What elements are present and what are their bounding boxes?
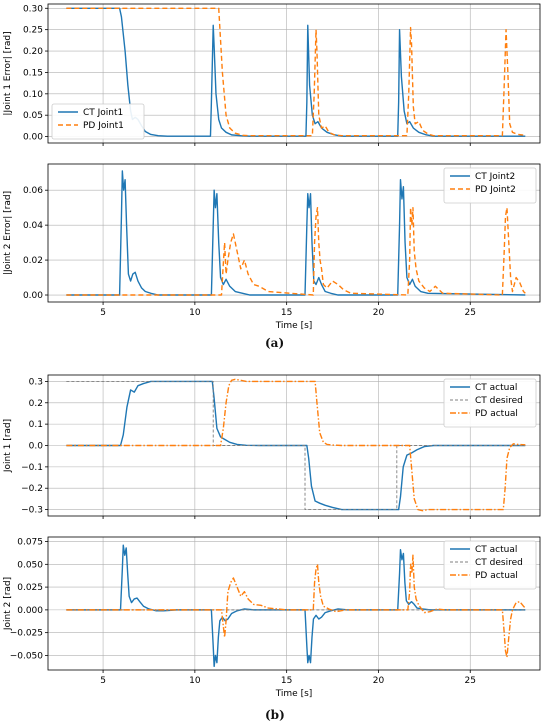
y-tick-label: 0.2 (29, 399, 43, 409)
legend: CT Joint2 PD Joint2 (443, 167, 537, 204)
y-tick-label: −0.3 (21, 506, 43, 516)
y-tick-label: 0.0 (29, 442, 44, 452)
legend-label: CT Joint1 (83, 108, 123, 118)
series-line-pd-actual (66, 378, 526, 512)
x-tick-label: 25 (465, 308, 476, 318)
series-line-pd-joint2 (66, 206, 526, 296)
caption-b: (b) (265, 708, 285, 722)
y-tick-label: −0.050 (10, 651, 44, 661)
y-tick-label: 0.04 (23, 221, 43, 231)
y-axis-label: Joint 2 [rad] (3, 577, 13, 631)
chart-a-top: 0.00 0.05 0.10 0.15 0.20 0.25 0.30 |Joint 1 Err… (3, 3, 541, 146)
y-tick-label: 0.25 (23, 26, 43, 36)
y-tick-label: 0.00 (23, 133, 43, 143)
plot-frame (47, 536, 541, 671)
x-tick-label: 10 (189, 676, 201, 686)
y-tick-label: 0.10 (23, 90, 43, 100)
caption-a: (a) (265, 336, 285, 350)
y-tick-label: 0.075 (17, 538, 43, 548)
legend-label: CT desired (475, 558, 523, 568)
legend: CT actual CT desired PD actual (443, 378, 537, 428)
x-axis-label: Time [s] (275, 689, 313, 699)
x-tick-label: 20 (373, 308, 385, 318)
legend-label: CT actual (475, 545, 517, 555)
y-tick-label: 0.06 (23, 186, 43, 196)
y-tick-label: 0.02 (23, 256, 43, 266)
y-tick-label: 0.000 (17, 606, 43, 616)
series-line-ct-actual (66, 544, 526, 668)
chart-a-bottom: 5 10 15 20 25 0.00 0.02 0.04 0.06 |Joint 2 Error|… (3, 163, 541, 331)
legend-label: PD Joint2 (475, 185, 516, 195)
series-line-ct-desired (66, 380, 526, 511)
y-axis-label: Joint 1 [rad] (3, 419, 13, 473)
x-tick-label: 5 (100, 676, 106, 686)
y-axis-label: |Joint 2 Error| [rad] (3, 191, 13, 275)
legend-box (443, 167, 537, 204)
y-tick-label: 0.00 (23, 291, 43, 301)
x-tick-label: 20 (373, 676, 385, 686)
y-axis-label: |Joint 1 Error| [rad] (3, 31, 13, 115)
series-line-ct-joint2 (66, 170, 526, 296)
legend-box (51, 103, 145, 140)
x-tick-label: 5 (100, 308, 106, 318)
legend-label: CT actual (475, 383, 517, 393)
legend-label: PD Joint1 (83, 121, 124, 131)
series-line-ct-actual (66, 380, 526, 511)
legend-box (443, 540, 537, 590)
y-tick-label: 0.30 (23, 4, 43, 14)
y-tick-label: 0.3 (29, 377, 43, 387)
y-tick-label: 0.025 (17, 583, 43, 593)
chart-b-bottom: 5 10 15 20 25 −0.050 −0.025 0.000 0.025 0.050 0.07… (3, 536, 541, 699)
legend-label: PD actual (475, 409, 518, 419)
y-tick-label: 0.05 (23, 111, 43, 121)
legend: CT actual CT desired PD actual (443, 540, 537, 590)
y-tick-label: 0.050 (17, 560, 43, 570)
legend-label: CT Joint2 (475, 172, 515, 182)
y-tick-label: −0.025 (10, 629, 43, 639)
legend: CT Joint1 PD Joint1 (51, 103, 145, 140)
x-tick-label: 25 (465, 676, 476, 686)
y-tick-label: −0.1 (21, 463, 43, 473)
series-line-pd-joint1 (66, 7, 526, 137)
chart-b-top: −0.3 −0.2 −0.1 0.0 0.1 0.2 0.3 Joint 1 [rad] CT … (3, 374, 541, 519)
series-line-pd-actual (66, 554, 526, 658)
y-tick-label: 0.1 (29, 420, 43, 430)
x-axis-label: Time [s] (275, 321, 313, 331)
plot-frame (47, 163, 541, 303)
legend-box (443, 378, 537, 428)
y-tick-label: −0.2 (21, 484, 43, 494)
plot-frame (47, 3, 541, 144)
legend-label: CT desired (475, 396, 523, 406)
x-tick-label: 15 (281, 308, 292, 318)
x-tick-label: 10 (189, 308, 201, 318)
x-tick-label: 15 (281, 676, 292, 686)
legend-label: PD actual (475, 571, 518, 581)
y-tick-label: 0.15 (23, 68, 43, 78)
y-tick-label: 0.20 (23, 47, 43, 57)
